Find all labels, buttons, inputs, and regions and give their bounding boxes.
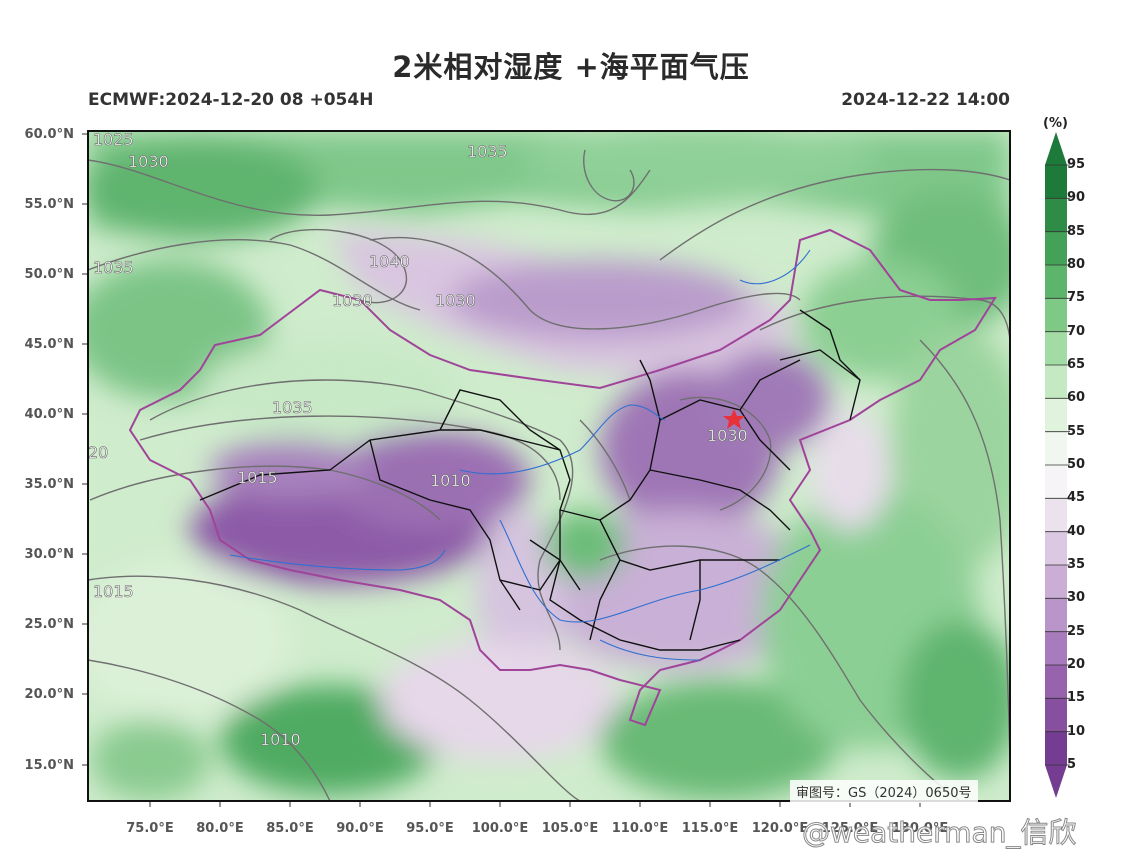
colorbar-label: 20 — [1067, 657, 1086, 672]
colorbar-label: 10 — [1067, 723, 1086, 739]
colorbar-label: 65 — [1067, 357, 1086, 372]
colorbar-segment — [1045, 565, 1067, 599]
map-approval-stamp: 审图号：GS（2024）0650号 — [790, 780, 978, 803]
province-borders — [199, 309, 861, 651]
lat-label: 30.0°N — [24, 547, 74, 562]
colorbar-segment — [1045, 631, 1067, 666]
colorbar-label: 50 — [1067, 457, 1086, 472]
colorbar-label: 45 — [1067, 490, 1086, 506]
isobar-label: 1030 — [707, 426, 748, 445]
isobars — [88, 149, 1010, 801]
isobar-label: 1035 — [272, 398, 313, 417]
colorbar-label: 90 — [1067, 190, 1086, 206]
isobar-label: 1015 — [93, 582, 134, 601]
isobar-label: 1035 — [467, 142, 508, 161]
colorbar-top-arrow — [1045, 132, 1067, 165]
star-marker-icon — [723, 409, 745, 429]
isobar-label: 1040 — [369, 252, 410, 271]
china-border — [128, 228, 997, 727]
isobar-labels: 1025 1030 1035 1035 1040 1030 1030 1035 … — [88, 130, 748, 749]
isobar-label: 1030 — [435, 291, 476, 310]
isobar-label: 1010 — [430, 471, 471, 490]
lat-label: 25.0°N — [24, 617, 74, 632]
lat-label: 55.0°N — [24, 197, 74, 212]
colorbar-label: 25 — [1067, 623, 1086, 639]
lon-label: 90.0°E — [336, 821, 384, 836]
colorbar-unit: (%) — [1043, 116, 1068, 131]
isobar-label: 1010 — [260, 730, 301, 749]
colorbar-label: 85 — [1067, 223, 1086, 239]
colorbar-label: 30 — [1067, 590, 1086, 606]
colorbar-label: 60 — [1067, 390, 1086, 406]
colorbar-segment — [1045, 598, 1067, 633]
colorbar-segment — [1045, 331, 1067, 366]
colorbar-label: 80 — [1067, 257, 1086, 272]
lon-label: 120.0°E — [751, 821, 809, 836]
lon-label: 105.0°E — [541, 821, 599, 836]
map-frame — [87, 130, 1011, 802]
colorbar-segment — [1045, 665, 1067, 699]
lon-label: 85.0°E — [266, 821, 314, 836]
colorbar-segment — [1045, 431, 1067, 466]
humidity-field — [88, 131, 1010, 800]
map-title: 2米相对湿度 +海平面气压 — [392, 50, 750, 84]
colorbar-segment — [1045, 365, 1067, 399]
isobar-label: 1025 — [93, 130, 134, 149]
isobar-label: 1035 — [93, 258, 134, 277]
colorbar-segment — [1045, 198, 1067, 233]
colorbar-bottom-arrow — [1045, 765, 1067, 798]
rivers — [229, 249, 811, 661]
colorbar-segment — [1045, 165, 1067, 199]
lon-label: 95.0°E — [406, 821, 454, 836]
colorbar-label: 5 — [1067, 757, 1077, 772]
colorbar-segment — [1045, 698, 1067, 733]
isobar-label: 20 — [88, 443, 108, 462]
colorbar-segment — [1045, 398, 1067, 433]
lon-label: 110.0°E — [611, 821, 669, 836]
model-run-label: ECMWF:2024-12-20 08 +054H — [88, 90, 374, 110]
lat-label: 50.0°N — [24, 267, 74, 282]
colorbar — [1045, 132, 1070, 798]
colorbar-segment — [1045, 465, 1067, 499]
colorbar-segment — [1045, 298, 1067, 333]
lat-label: 35.0°N — [24, 477, 74, 492]
lon-label: 130.0°E — [891, 821, 949, 836]
lat-label: 20.0°N — [24, 687, 74, 702]
lon-label: 115.0°E — [681, 821, 739, 836]
colorbar-segment — [1045, 498, 1067, 533]
watermark: @weatherman_信欣 — [801, 816, 1077, 850]
colorbar-label: 70 — [1067, 323, 1086, 339]
isobar-label: 1015 — [237, 468, 278, 487]
lon-label: 75.0°E — [126, 821, 174, 836]
isobar-label: 1030 — [128, 152, 169, 171]
lat-label: 40.0°N — [24, 407, 74, 422]
colorbar-segment — [1045, 265, 1067, 299]
valid-time-label: 2024-12-22 14:00 — [841, 90, 1010, 110]
lat-label: 60.0°N — [24, 127, 74, 142]
lon-label: 125.0°E — [821, 821, 879, 836]
lon-label: 100.0°E — [471, 821, 529, 836]
colorbar-label: 35 — [1067, 557, 1086, 572]
colorbar-label: 75 — [1067, 290, 1086, 306]
isobar-label: 1030 — [332, 291, 373, 310]
colorbar-label: 40 — [1067, 523, 1086, 539]
colorbar-segment — [1045, 731, 1067, 766]
colorbar-label: 55 — [1067, 423, 1086, 439]
colorbar-segment — [1045, 231, 1067, 266]
lat-label: 15.0°N — [24, 758, 74, 773]
lon-label: 80.0°E — [196, 821, 244, 836]
colorbar-segment — [1045, 531, 1067, 566]
lat-label: 45.0°N — [24, 337, 74, 352]
colorbar-label: 95 — [1067, 157, 1086, 172]
colorbar-label: 15 — [1067, 690, 1086, 706]
